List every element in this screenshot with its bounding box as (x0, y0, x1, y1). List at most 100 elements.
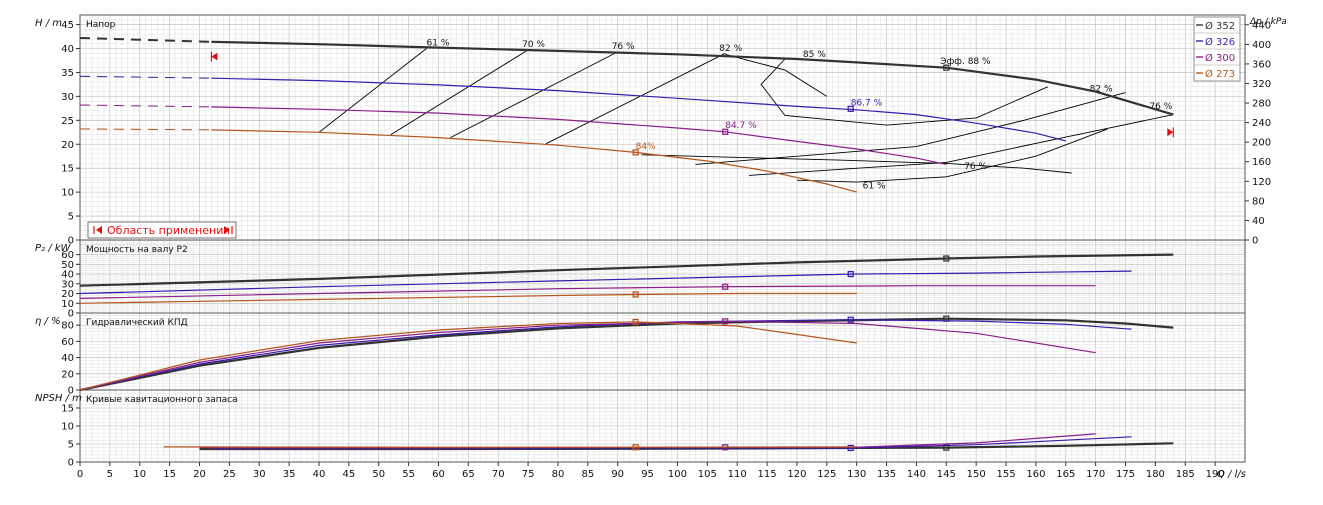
efficiency-label: 82 % (719, 44, 742, 54)
y-tick-label: 30 (61, 279, 74, 290)
x-tick-label: 140 (907, 469, 926, 480)
y-tick-label: 40 (61, 44, 74, 55)
y-tick-label: 10 (61, 188, 74, 199)
efficiency-label: 70 % (522, 40, 545, 50)
x-tick-label: 75 (522, 469, 535, 480)
x-tick-label: 70 (492, 469, 505, 480)
duty-point-marker (633, 445, 638, 450)
duty-point-marker (848, 445, 853, 450)
y-tick-label: 20 (61, 289, 74, 300)
y-tick-label: 5 (68, 440, 74, 451)
x-tick-label: 180 (1146, 469, 1165, 480)
duty-point-marker (633, 150, 638, 155)
y-tick-label: 20 (61, 369, 74, 380)
x-tick-label: 105 (698, 469, 717, 480)
x-tick-label: 20 (193, 469, 206, 480)
x-tick-label: 160 (1026, 469, 1045, 480)
right-tick-label: 160 (1252, 157, 1271, 168)
x-tick-label: 115 (758, 469, 777, 480)
x-tick-label: 60 (432, 469, 445, 480)
x-tick-label: 35 (283, 469, 296, 480)
x-tick-label: 130 (847, 469, 866, 480)
x-tick-label: 10 (133, 469, 146, 480)
application-area-label: Область применения (107, 224, 230, 237)
x-axis-label: Q / l/s (1217, 469, 1246, 480)
x-tick-label: 145 (937, 469, 956, 480)
right-tick-label: 240 (1252, 118, 1271, 129)
duty-point-label: 84.7 % (725, 121, 757, 131)
duty-point-marker (633, 319, 638, 324)
x-tick-label: 155 (996, 469, 1015, 480)
x-tick-label: 110 (728, 469, 747, 480)
x-tick-label: 55 (402, 469, 415, 480)
y-tick-label: 60 (61, 337, 74, 348)
panel-title: Гидравлический КПД (86, 318, 188, 328)
x-tick-label: 135 (877, 469, 896, 480)
x-tick-label: 120 (787, 469, 806, 480)
y-tick-label: 35 (61, 68, 74, 79)
y-tick-label: 30 (61, 92, 74, 103)
duty-point-marker (723, 129, 728, 134)
duty-point-marker (944, 65, 949, 70)
right-tick-label: 40 (1252, 216, 1265, 227)
y-tick-label: 25 (61, 116, 74, 127)
x-tick-label: 0 (77, 469, 83, 480)
x-tick-label: 170 (1086, 469, 1105, 480)
y-tick-label: 40 (61, 353, 74, 364)
x-tick-label: 185 (1176, 469, 1195, 480)
x-tick-label: 85 (581, 469, 594, 480)
x-tick-label: 90 (611, 469, 624, 480)
y-axis-label: NPSH / m (35, 393, 82, 404)
right-tick-label: 360 (1252, 59, 1271, 70)
right-axis-label: Δp / kPa (1249, 17, 1287, 27)
x-tick-label: 30 (253, 469, 266, 480)
y-tick-label: 45 (61, 20, 74, 31)
right-tick-label: 400 (1252, 40, 1271, 51)
y-tick-label: 80 (61, 321, 74, 332)
x-tick-label: 100 (668, 469, 687, 480)
right-tick-label: 120 (1252, 177, 1271, 188)
right-tick-label: 320 (1252, 79, 1271, 90)
duty-point-marker (944, 256, 949, 261)
y-tick-label: 10 (61, 422, 74, 433)
x-tick-label: 15 (163, 469, 176, 480)
legend-label: Ø 326 (1205, 36, 1235, 48)
efficiency-label: 61 % (863, 181, 886, 191)
x-tick-label: 95 (641, 469, 654, 480)
y-tick-label: 0 (68, 309, 74, 320)
y-tick-label: 40 (61, 270, 74, 281)
legend-label: Ø 300 (1205, 52, 1235, 64)
x-tick-label: 65 (462, 469, 475, 480)
legend-label: Ø 352 (1205, 20, 1235, 32)
x-tick-label: 125 (817, 469, 836, 480)
x-tick-label: 50 (372, 469, 385, 480)
duty-point-marker (848, 106, 853, 111)
y-tick-label: 15 (61, 404, 74, 415)
y-axis-label: η / % (35, 316, 61, 327)
x-tick-label: 80 (552, 469, 565, 480)
y-tick-label: 20 (61, 140, 74, 151)
right-tick-label: 280 (1252, 99, 1271, 110)
efficiency-label: 76 % (964, 162, 987, 172)
efficiency-label: 76 % (612, 42, 635, 52)
y-axis-label: P₂ / kW (35, 243, 72, 254)
y-tick-label: 15 (61, 164, 74, 175)
right-tick-label: 0 (1252, 236, 1258, 247)
x-tick-label: 5 (107, 469, 113, 480)
right-tick-label: 80 (1252, 196, 1265, 207)
duty-point-marker (633, 292, 638, 297)
x-tick-label: 150 (967, 469, 986, 480)
x-tick-label: 165 (1056, 469, 1075, 480)
x-tick-label: 175 (1116, 469, 1135, 480)
duty-point-marker (723, 319, 728, 324)
panel-title: Мощность на валу P2 (86, 245, 188, 255)
x-tick-label: 45 (342, 469, 355, 480)
x-tick-label: 40 (313, 469, 326, 480)
y-tick-label: 50 (61, 260, 74, 271)
y-tick-label: 5 (68, 212, 74, 223)
y-axis-label: H / m (35, 18, 62, 29)
